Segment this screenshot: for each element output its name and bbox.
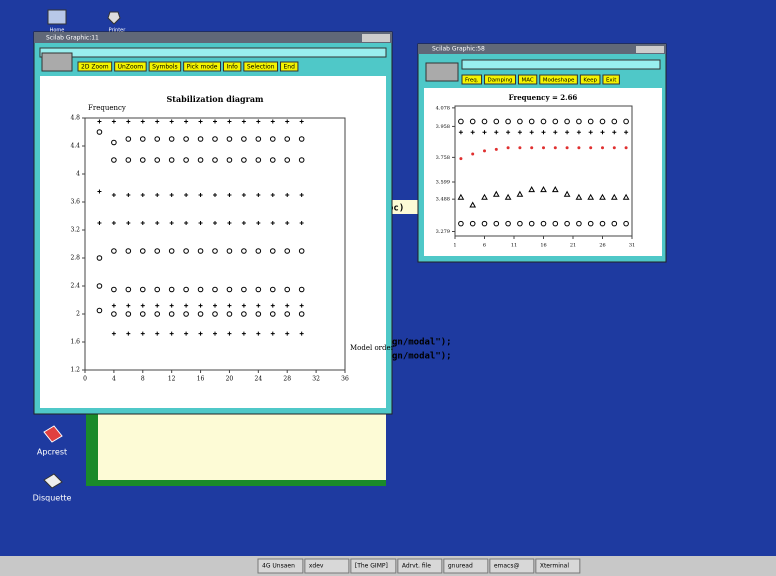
x-tick-label: 21 [570, 243, 576, 249]
point [495, 148, 498, 151]
y-tick-label: 3.2 [70, 227, 80, 234]
point [459, 157, 462, 160]
x-axis-label: Model order [350, 344, 395, 352]
y-tick-label: 2.8 [70, 255, 80, 262]
chart-title: Frequency = 2.66 [509, 93, 578, 102]
y-tick-label: 3.958 [436, 124, 450, 130]
point [613, 146, 616, 149]
y-tick-label: 3.488 [436, 197, 450, 203]
icon-label: Disquette [33, 494, 72, 503]
y-tick-label: 2 [76, 311, 80, 318]
y-tick-label: 4.4 [70, 143, 80, 150]
x-tick-label: 16 [540, 243, 546, 249]
window-title: Scilab Graphic:11 [46, 35, 99, 42]
button-label[interactable]: UnZoom [118, 64, 144, 71]
window-icon[interactable] [42, 53, 72, 71]
taskbar-item-label[interactable]: gnuread [448, 563, 473, 570]
point [601, 146, 604, 149]
point [483, 149, 486, 152]
window-controls[interactable] [636, 46, 664, 53]
graphic-window: Scilab Graphic:11 2D Zoom UnZoom Symbols Pi… [34, 32, 395, 414]
y-tick-label: 3.599 [436, 179, 450, 185]
taskbar-item-label[interactable]: Xterminal [540, 563, 570, 570]
button-label[interactable]: Info [227, 64, 239, 71]
window-controls[interactable] [362, 34, 390, 42]
point [554, 146, 557, 149]
button-label[interactable]: Freq. [465, 78, 479, 84]
button-label[interactable]: 2D Zoom [81, 64, 109, 71]
y-tick-label: 1.2 [70, 367, 80, 374]
status-field [462, 60, 660, 69]
taskbar-item-label[interactable]: 4G Unsaen [262, 563, 295, 570]
x-tick-label: 11 [511, 243, 517, 249]
point [577, 146, 580, 149]
point [625, 146, 628, 149]
x-tick-label: 8 [141, 376, 145, 383]
page: Home Printer Apcrest Disquette pc) gn/mo… [0, 0, 776, 576]
button-label[interactable]: Pick mode [187, 64, 218, 71]
point [518, 146, 521, 149]
button-label[interactable]: Keep [583, 78, 597, 84]
taskbar-item-label[interactable]: [The GIMP] [355, 563, 388, 570]
x-tick-label: 6 [483, 243, 486, 249]
x-tick-label: 36 [341, 376, 349, 383]
point [507, 146, 510, 149]
taskbar-item-label[interactable]: emacs@ [494, 563, 520, 570]
x-tick-label: 26 [599, 243, 605, 249]
icon[interactable] [48, 10, 66, 24]
plot-area [40, 76, 386, 408]
terminal-line: gn/modal"); [392, 338, 452, 348]
point [542, 146, 545, 149]
x-tick-label: 16 [197, 376, 205, 383]
x-tick-label: 0 [83, 376, 87, 383]
icon-label: Apcrest [37, 448, 67, 457]
y-tick-label: 4 [76, 171, 80, 178]
x-tick-label: 20 [226, 376, 234, 383]
point [589, 146, 592, 149]
window-icon[interactable] [426, 63, 458, 81]
x-tick-label: 1 [453, 243, 456, 249]
y-tick-label: 4.078 [436, 105, 450, 111]
terminal-line: gn/modal"); [392, 352, 452, 362]
y-tick-label: 3.6 [70, 199, 80, 206]
point [566, 146, 569, 149]
taskbar: 4G Unsaen xdev [The GIMP] Adrvt. file gnurea… [0, 556, 776, 576]
y-tick-label: 3.279 [436, 229, 450, 235]
x-tick-label: 31 [629, 243, 635, 249]
button-label[interactable]: Damping [488, 78, 513, 84]
button-label[interactable]: Exit [606, 78, 617, 84]
graphic-window: Scilab Graphic:58 Freq. Damping MAC Modesha… [418, 44, 666, 262]
button-label[interactable]: Selection [247, 64, 275, 71]
x-tick-label: 4 [112, 376, 116, 383]
status-field [40, 48, 386, 57]
chart-title: Stabilization diagram [166, 94, 264, 104]
y-axis-label: Frequency [88, 104, 126, 112]
x-tick-label: 28 [283, 376, 291, 383]
y-tick-label: 3.758 [436, 155, 450, 161]
point [530, 146, 533, 149]
button-label[interactable]: End [284, 64, 296, 71]
taskbar-item-label[interactable]: Adrvt. file [402, 563, 431, 570]
y-tick-label: 4.8 [70, 115, 80, 122]
button-label[interactable]: MAC [522, 78, 534, 84]
x-tick-label: 24 [255, 376, 263, 383]
point [471, 152, 474, 155]
button-label[interactable]: Symbols [152, 64, 177, 71]
x-tick-label: 32 [312, 376, 320, 383]
y-tick-label: 2.4 [70, 283, 80, 290]
window-title: Scilab Graphic:58 [432, 46, 485, 53]
desktop: Home Printer Apcrest Disquette pc) gn/mo… [0, 0, 776, 576]
taskbar-item-label[interactable]: xdev [309, 563, 324, 570]
plot-area [424, 88, 662, 256]
button-label[interactable]: Modeshape [543, 78, 575, 84]
y-tick-label: 1.6 [70, 339, 80, 346]
x-tick-label: 12 [168, 376, 176, 383]
